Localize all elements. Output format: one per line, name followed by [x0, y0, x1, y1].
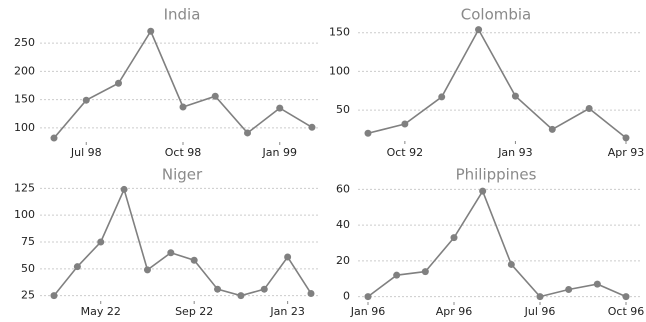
y-tick-label: 100: [14, 121, 35, 134]
point: [147, 27, 155, 35]
x-tick-label: Jan 23: [269, 305, 304, 318]
y-tick-label: 250: [14, 36, 35, 49]
y-tick-label: 125: [14, 181, 35, 194]
chart-title: Colombia: [461, 6, 532, 24]
y-tick-label: 25: [21, 289, 35, 302]
point: [115, 79, 122, 87]
y-tick-label: 20: [336, 254, 350, 267]
y-tick-label: 100: [14, 208, 35, 221]
y-tick-label: 100: [329, 64, 350, 77]
point: [50, 292, 58, 300]
x-tick-label: Oct 98: [165, 146, 202, 159]
x-tick-label: Sep 22: [175, 305, 213, 318]
point: [450, 234, 458, 242]
y-tick-label: 150: [14, 93, 35, 106]
line: [53, 29, 313, 139]
x-tick-label: Oct 96: [608, 305, 645, 318]
point: [244, 129, 251, 137]
x-tick-label: Apr 96: [436, 305, 473, 318]
chart-title: Philippines: [456, 166, 537, 184]
point: [284, 253, 292, 261]
point: [507, 260, 515, 268]
point: [82, 96, 90, 104]
point: [536, 293, 544, 301]
point: [548, 125, 556, 133]
y-tick-label: 200: [14, 64, 35, 77]
y-tick-label: 40: [336, 218, 350, 231]
point: [585, 105, 593, 113]
point: [593, 280, 601, 288]
x-tick-label: Oct 92: [387, 146, 424, 159]
point: [276, 104, 284, 112]
point: [393, 271, 401, 279]
y-tick-label: 50: [21, 262, 35, 275]
x-tick-label: Jul 96: [524, 305, 556, 318]
y-tick-label: 60: [336, 182, 350, 195]
point: [364, 293, 372, 301]
chart-title: India: [164, 6, 201, 24]
point: [73, 263, 81, 271]
x-tick-label: Jul 98: [70, 146, 102, 159]
point: [307, 289, 315, 297]
point: [120, 185, 128, 193]
point: [214, 285, 222, 293]
point: [622, 293, 630, 301]
x-tick-label: May 22: [81, 305, 121, 318]
y-tick-label: 50: [336, 103, 350, 116]
point: [479, 187, 487, 195]
line: [367, 189, 627, 298]
point: [190, 256, 198, 264]
point: [50, 134, 58, 142]
point: [179, 103, 187, 111]
x-tick-label: Apr 93: [608, 146, 645, 159]
x-tick-label: Jan 99: [262, 146, 297, 159]
point: [143, 266, 151, 274]
x-tick-label: Jan 96: [350, 305, 385, 318]
point: [401, 120, 409, 128]
point: [475, 26, 483, 34]
point: [565, 285, 573, 293]
point: [622, 134, 630, 142]
line: [367, 27, 627, 139]
line: [53, 187, 312, 297]
point: [237, 292, 245, 300]
point: [421, 268, 429, 276]
point: [260, 285, 268, 293]
point: [364, 129, 372, 137]
point: [438, 93, 446, 101]
chart-title: Niger: [162, 166, 203, 184]
point: [211, 92, 219, 100]
point: [167, 249, 175, 257]
y-tick-label: 0: [343, 290, 350, 303]
y-tick-label: 75: [21, 235, 35, 248]
x-tick-label: Jan 93: [497, 146, 532, 159]
point: [308, 123, 316, 131]
point: [97, 238, 105, 246]
point: [511, 92, 519, 100]
y-tick-label: 150: [329, 26, 350, 39]
